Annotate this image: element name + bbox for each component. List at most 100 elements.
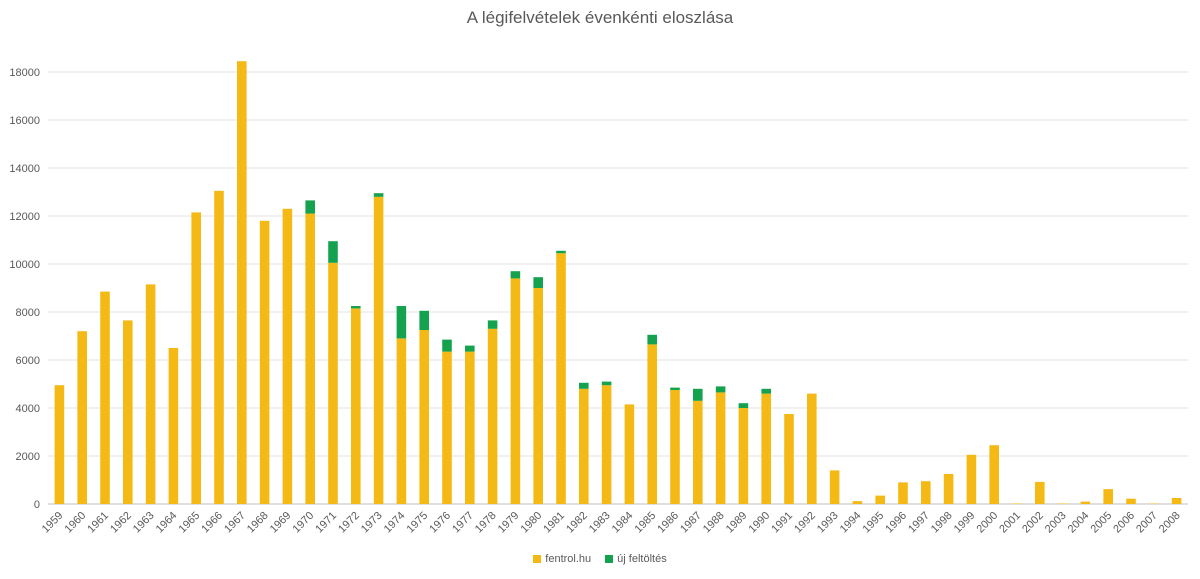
bar-fentrol	[943, 474, 954, 504]
bar-uj-feltoltes	[647, 334, 657, 345]
bar-fentrol	[77, 331, 87, 504]
x-tick-label: 1999	[952, 510, 978, 536]
x-tick-label: 1976	[427, 510, 453, 536]
bar-fentrol	[761, 393, 771, 504]
bar-uj-feltoltes	[419, 310, 429, 330]
bar-fentrol	[191, 212, 201, 504]
bar-uj-feltoltes	[373, 193, 384, 197]
x-tick-label: 1968	[245, 510, 271, 536]
bar-fentrol	[396, 338, 407, 504]
bar-fentrol	[123, 320, 133, 504]
bar-uj-feltoltes	[510, 271, 521, 279]
x-tick-label: 1970	[291, 510, 317, 536]
legend: fentrol.hu új feltöltés	[0, 553, 1200, 565]
x-tick-label: 1975	[405, 510, 431, 536]
bar-fentrol	[738, 408, 749, 504]
bar-fentrol	[624, 404, 635, 504]
bar-fentrol	[1171, 498, 1182, 504]
bar-uj-feltoltes	[396, 306, 407, 339]
bar-fentrol	[237, 61, 247, 504]
x-tick-label: 1978	[473, 510, 499, 536]
x-tick-label: 2008	[1157, 510, 1183, 536]
bar-fentrol	[647, 344, 657, 504]
bar-fentrol	[921, 481, 931, 504]
chart-title: A légifelvételek évenkénti eloszlása	[466, 8, 734, 27]
bar-uj-feltoltes	[328, 241, 338, 263]
x-tick-label: 1979	[496, 510, 522, 536]
x-tick-label: 1991	[769, 510, 795, 536]
bar-fentrol	[601, 385, 612, 504]
bar-fentrol	[214, 190, 224, 505]
x-tick-label: 1984	[610, 510, 636, 536]
bar-fentrol	[579, 388, 589, 504]
x-tick-label: 1961	[85, 510, 111, 536]
bar-fentrol	[259, 220, 270, 505]
y-tick-label: 16000	[9, 115, 40, 127]
x-tick-label: 2000	[975, 510, 1001, 536]
bar-fentrol	[1012, 503, 1022, 505]
bar-uj-feltoltes	[533, 277, 543, 288]
x-tick-label: 1969	[268, 510, 294, 536]
bar-fentrol	[100, 291, 110, 504]
bar-fentrol	[966, 454, 977, 504]
x-tick-label: 1971	[313, 510, 339, 536]
x-tick-label: 1981	[541, 510, 567, 536]
bar-fentrol	[351, 308, 361, 504]
x-tick-label: 1966	[199, 510, 225, 536]
bar-fentrol	[989, 445, 999, 504]
legend-item-uj-feltoltes: új feltöltés	[605, 553, 667, 565]
bar-fentrol	[282, 208, 293, 505]
bar-fentrol	[852, 501, 863, 504]
y-tick-label: 12000	[9, 211, 40, 223]
x-tick-label: 2007	[1134, 510, 1160, 536]
y-tick-label: 0	[34, 499, 40, 511]
x-tick-label: 1993	[815, 510, 841, 536]
x-tick-label: 2002	[1020, 510, 1046, 536]
bar-fentrol	[419, 330, 429, 504]
bar-uj-feltoltes	[761, 388, 771, 394]
x-tick-label: 1959	[40, 510, 66, 536]
x-tick-label: 1994	[838, 510, 864, 536]
bar-fentrol	[1080, 501, 1091, 504]
bar-uj-feltoltes	[715, 386, 726, 393]
x-tick-label: 1973	[359, 510, 385, 536]
x-tick-label: 1960	[63, 510, 89, 536]
x-tick-label: 1990	[747, 510, 773, 536]
bar-fentrol	[829, 470, 840, 504]
x-tick-label: 1965	[177, 510, 203, 536]
bar-fentrol	[875, 495, 885, 504]
bar-fentrol	[54, 385, 65, 504]
bar-fentrol	[533, 288, 543, 504]
x-tick-label: 2004	[1066, 510, 1092, 536]
x-tick-label: 2003	[1043, 510, 1069, 536]
bar-fentrol	[305, 213, 315, 504]
x-tick-label: 1995	[861, 510, 887, 536]
x-tick-label: 1974	[382, 510, 408, 536]
bar-uj-feltoltes	[305, 200, 315, 214]
x-tick-label: 1962	[108, 510, 134, 536]
bar-uj-feltoltes	[351, 306, 361, 309]
bar-fentrol	[670, 390, 680, 504]
bar-fentrol	[1149, 503, 1159, 505]
bar-fentrol	[373, 196, 384, 505]
bar-uj-feltoltes	[670, 387, 680, 390]
x-tick-label: 2001	[997, 510, 1023, 536]
x-tick-label: 1992	[792, 510, 818, 536]
bar-fentrol	[898, 482, 908, 504]
x-tick-label: 1983	[587, 510, 613, 536]
bar-fentrol	[487, 328, 498, 504]
bar-fentrol	[442, 351, 452, 504]
legend-label-uj-feltoltes: új feltöltés	[617, 553, 667, 565]
x-tick-label: 1963	[131, 510, 157, 536]
bar-fentrol	[693, 400, 703, 504]
y-tick-label: 6000	[16, 355, 40, 367]
bar-fentrol	[715, 392, 726, 504]
x-tick-label: 1977	[450, 510, 476, 536]
bar-uj-feltoltes	[601, 381, 612, 386]
bar-fentrol	[1103, 489, 1113, 504]
bar-fentrol	[1126, 498, 1136, 504]
bar-uj-feltoltes	[693, 388, 703, 401]
x-tick-label: 1997	[906, 510, 932, 536]
x-tick-label: 1980	[519, 510, 545, 536]
